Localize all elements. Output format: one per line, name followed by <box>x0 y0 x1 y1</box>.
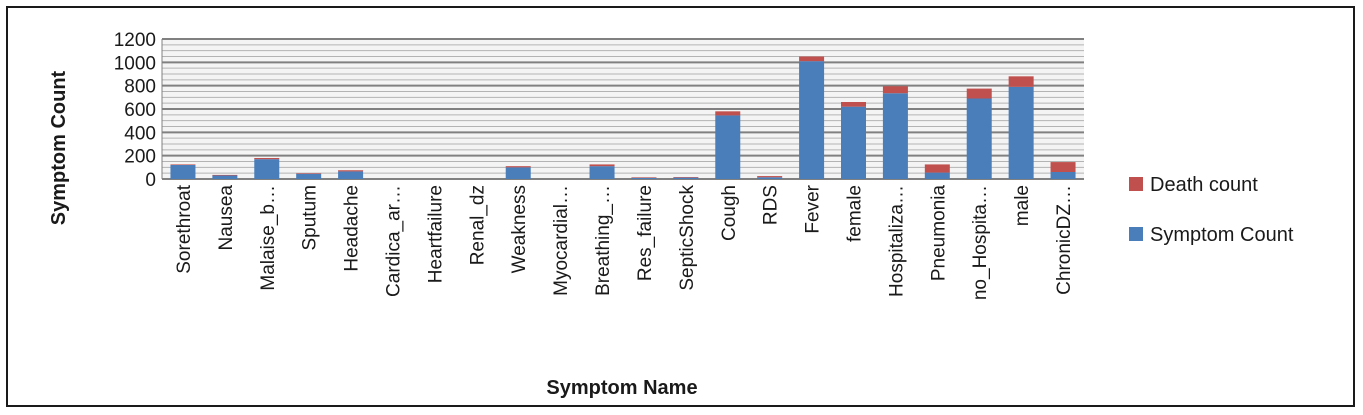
bars <box>170 56 1076 179</box>
x-tick-label: Cardica_ar… <box>384 185 405 297</box>
bar-death-count <box>966 88 992 99</box>
x-tick-label: RDS <box>761 185 782 225</box>
x-tick-label: Headache <box>342 185 363 272</box>
x-tick-label: Renal_dz <box>467 185 488 265</box>
x-tick-label: female <box>845 185 866 242</box>
y-tick-label: 1000 <box>114 53 156 74</box>
bar-symptom-count <box>1008 86 1034 179</box>
bar-symptom-count <box>296 173 322 179</box>
x-tick-label: Weakness <box>509 185 530 273</box>
bar-death-count <box>715 111 741 116</box>
bar-symptom-count <box>254 159 280 179</box>
y-tick-label: 800 <box>124 77 156 98</box>
x-tick-label: Res_failure <box>635 185 656 281</box>
bar-death-count <box>1008 76 1034 87</box>
bar-symptom-count <box>338 171 364 179</box>
x-tick-label: SepticShock <box>677 185 698 291</box>
bar-symptom-count <box>505 167 531 179</box>
chart-frame: 0 200 400 600 800 1000 1200 Sorethroat Nausea Ma… <box>6 6 1355 407</box>
x-tick-label: Nausea <box>216 185 237 251</box>
legend-label-symptom-count: Symptom Count <box>1150 224 1294 246</box>
x-tick-label: Cough <box>719 185 740 241</box>
bar-death-count <box>631 177 657 178</box>
x-tick-label: no_Hospita… <box>970 185 991 300</box>
x-tick-label: Sorethroat <box>174 184 195 273</box>
x-tick-label: Fever <box>803 184 824 233</box>
x-tick-label: Hospitaliza… <box>886 185 907 297</box>
legend-label-death-count: Death count <box>1150 174 1258 196</box>
bar-death-count <box>589 164 615 167</box>
bar-symptom-count <box>966 98 992 179</box>
x-tick-label: male <box>1012 185 1033 226</box>
x-tick-label: Malaise_b… <box>258 185 279 291</box>
y-tick-label: 200 <box>124 147 156 168</box>
y-axis-title: Symptom Count <box>48 70 70 225</box>
bar-death-count <box>841 102 866 107</box>
bar-symptom-count <box>631 177 657 179</box>
bar-symptom-count <box>170 165 196 179</box>
bar-death-count <box>799 56 825 62</box>
bar-death-count <box>924 164 950 173</box>
bar-death-count <box>254 158 280 160</box>
x-tick-labels: Sorethroat Nausea Malaise_b… Sputum Headache… <box>174 184 1075 300</box>
bar-death-count <box>170 164 196 165</box>
gridlines <box>161 38 1084 180</box>
bar-symptom-count <box>757 177 783 179</box>
bar-death-count <box>882 86 908 94</box>
bar-symptom-count <box>212 175 238 179</box>
x-tick-label: Heartfailure <box>425 185 446 283</box>
x-tick-label: Myocardial… <box>551 185 572 296</box>
bar-symptom-count <box>882 93 908 179</box>
bar-death-count <box>212 174 238 176</box>
bar-symptom-count <box>1050 172 1076 179</box>
bar-death-count <box>673 177 699 178</box>
bar-death-count <box>296 173 322 174</box>
y-tick-label: 1200 <box>114 30 156 51</box>
bar-symptom-count <box>799 61 825 179</box>
bar-symptom-count <box>673 177 699 179</box>
bar-death-count <box>1050 162 1076 172</box>
bar-symptom-count <box>924 172 950 179</box>
bar-symptom-count <box>715 115 741 179</box>
bar-symptom-count <box>841 106 866 179</box>
legend-swatch-death-count <box>1129 177 1143 191</box>
bar-death-count <box>505 166 531 168</box>
x-tick-label: Breathing_… <box>593 185 614 296</box>
x-tick-label: Sputum <box>300 185 321 250</box>
x-tick-label: ChronicDZ… <box>1054 185 1075 295</box>
bar-death-count <box>757 176 783 178</box>
x-axis-title: Symptom Name <box>546 377 697 399</box>
legend-swatch-symptom-count <box>1129 227 1143 241</box>
y-tick-label: 600 <box>124 100 156 121</box>
bar-death-count <box>338 170 364 172</box>
y-tick-label: 0 <box>145 170 156 191</box>
y-tick-label: 400 <box>124 123 156 144</box>
legend: Death count Symptom Count <box>1129 174 1294 246</box>
x-tick-label: Pneumonia <box>928 185 949 282</box>
bar-symptom-count <box>589 166 615 179</box>
